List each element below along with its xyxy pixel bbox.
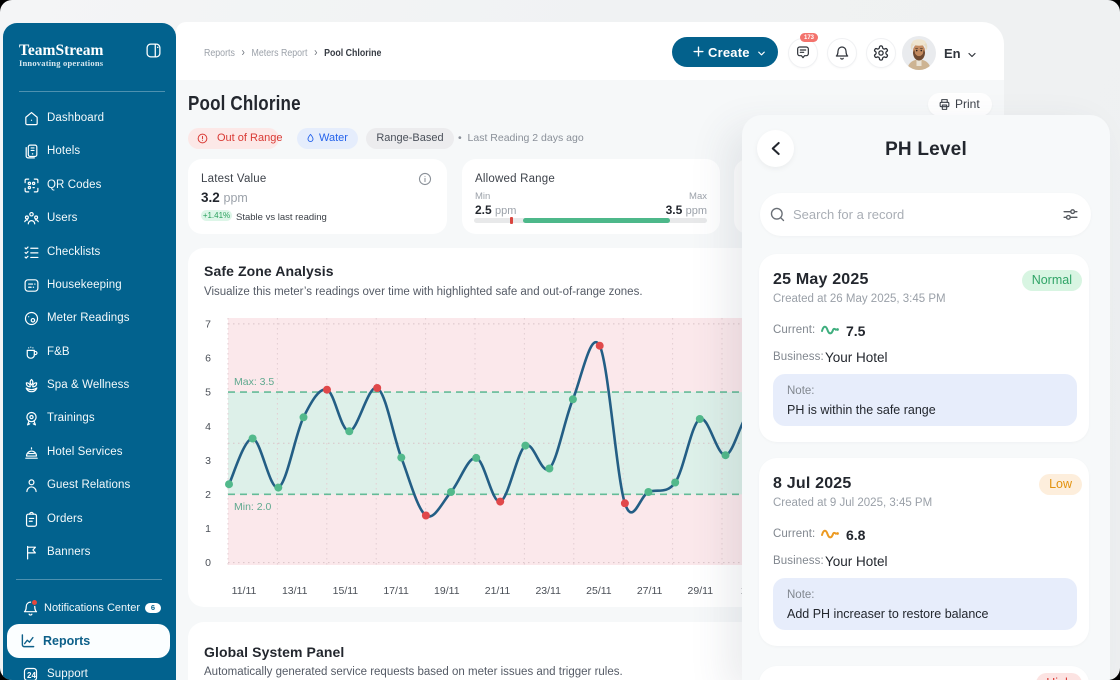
svg-text:11/11: 11/11 [232, 585, 257, 597]
svg-text:5: 5 [205, 387, 211, 399]
svg-text:19/11: 19/11 [434, 585, 460, 597]
svg-text:27/11: 27/11 [637, 585, 663, 597]
svg-text:7: 7 [205, 319, 211, 331]
svg-text:2: 2 [205, 489, 211, 501]
svg-text:Max: 3.5: Max: 3.5 [234, 376, 274, 388]
svg-text:3: 3 [205, 455, 211, 467]
svg-text:23/11: 23/11 [535, 585, 561, 597]
svg-text:Min: 2.0: Min: 2.0 [234, 501, 272, 513]
svg-text:4: 4 [205, 421, 211, 433]
svg-text:13/11: 13/11 [282, 585, 308, 597]
svg-text:15/11: 15/11 [333, 585, 359, 597]
svg-text:6: 6 [205, 353, 211, 365]
svg-text:17/11: 17/11 [383, 585, 409, 597]
svg-text:21/11: 21/11 [485, 585, 511, 597]
svg-text:0: 0 [205, 557, 211, 569]
svg-text:1: 1 [205, 523, 211, 535]
svg-text:29/11: 29/11 [688, 585, 714, 597]
svg-text:25/11: 25/11 [586, 585, 612, 597]
